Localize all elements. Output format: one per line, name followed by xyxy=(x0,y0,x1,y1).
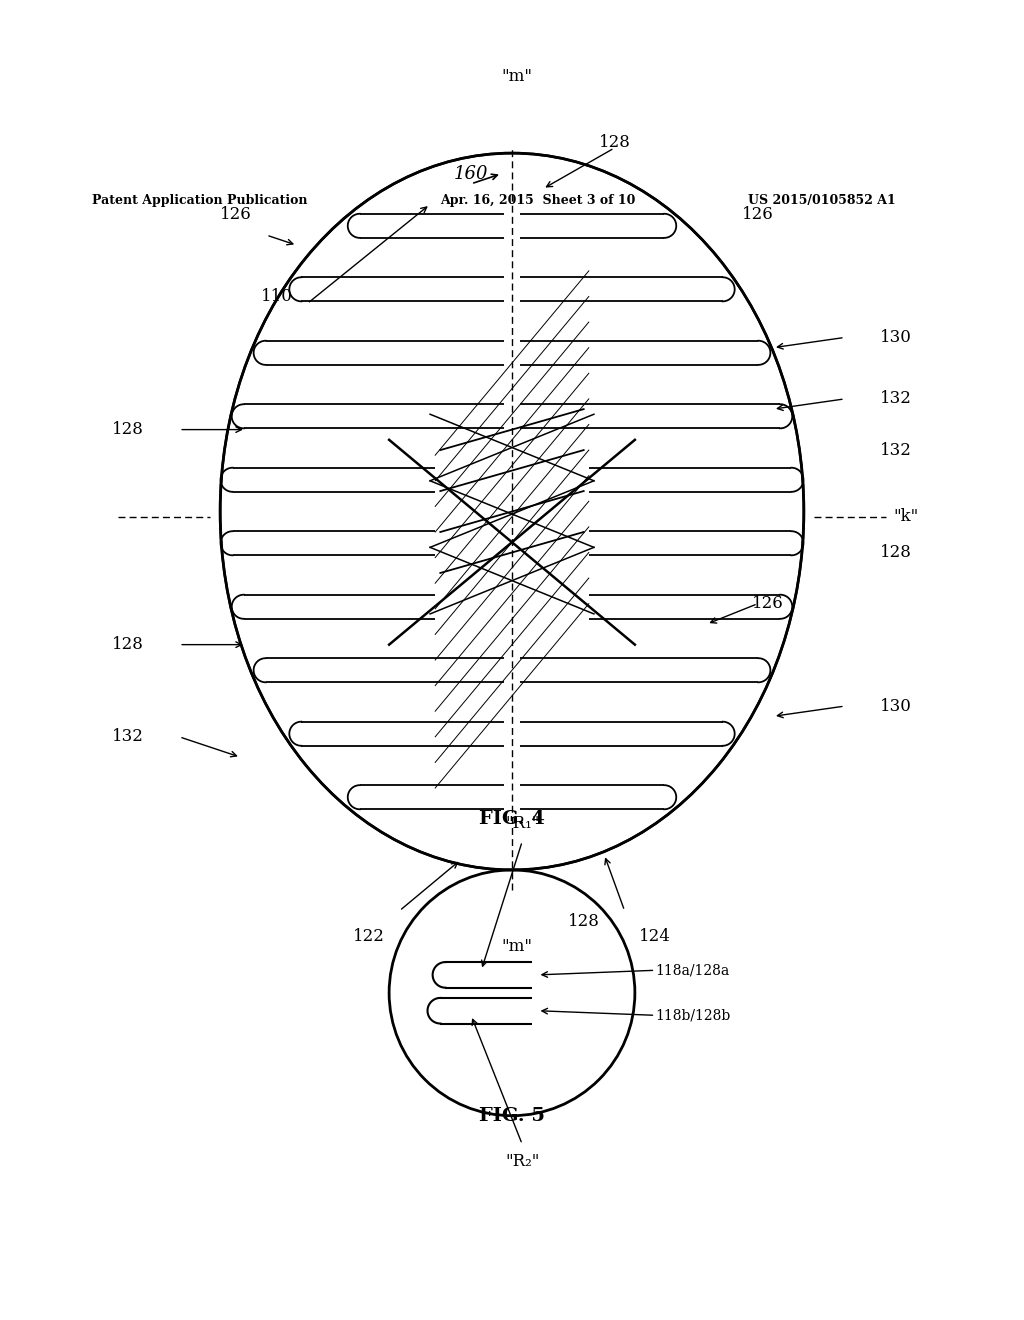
Text: "R₁": "R₁" xyxy=(505,816,540,833)
Text: 118a/128a: 118a/128a xyxy=(655,964,730,977)
Text: 128: 128 xyxy=(112,421,144,438)
Text: 126: 126 xyxy=(741,206,774,223)
Text: 130: 130 xyxy=(880,329,912,346)
Text: 160: 160 xyxy=(454,165,488,182)
Text: 124: 124 xyxy=(639,928,672,945)
Text: 122: 122 xyxy=(352,928,385,945)
Text: FIG. 4: FIG. 4 xyxy=(479,809,545,828)
Text: "k": "k" xyxy=(894,508,919,525)
Text: 126: 126 xyxy=(752,595,784,612)
Text: 128: 128 xyxy=(598,135,631,152)
Text: 128: 128 xyxy=(112,636,144,653)
Text: 126: 126 xyxy=(219,206,252,223)
Text: "m": "m" xyxy=(502,939,532,956)
Bar xyxy=(435,450,589,635)
Text: 132: 132 xyxy=(880,442,912,458)
Text: 132: 132 xyxy=(880,391,912,408)
Text: 132: 132 xyxy=(112,729,144,746)
Text: 130: 130 xyxy=(880,697,912,714)
Text: 118b/128b: 118b/128b xyxy=(655,1008,730,1022)
Text: FIG. 5: FIG. 5 xyxy=(479,1106,545,1125)
Text: "R₂": "R₂" xyxy=(505,1154,540,1171)
Text: "m": "m" xyxy=(502,67,532,84)
Text: Patent Application Publication: Patent Application Publication xyxy=(92,194,307,207)
Ellipse shape xyxy=(220,153,804,870)
Text: Apr. 16, 2015  Sheet 3 of 10: Apr. 16, 2015 Sheet 3 of 10 xyxy=(440,194,636,207)
Text: 128: 128 xyxy=(880,544,912,561)
Text: 128: 128 xyxy=(567,912,600,929)
Text: US 2015/0105852 A1: US 2015/0105852 A1 xyxy=(748,194,895,207)
Text: 110: 110 xyxy=(260,288,293,305)
